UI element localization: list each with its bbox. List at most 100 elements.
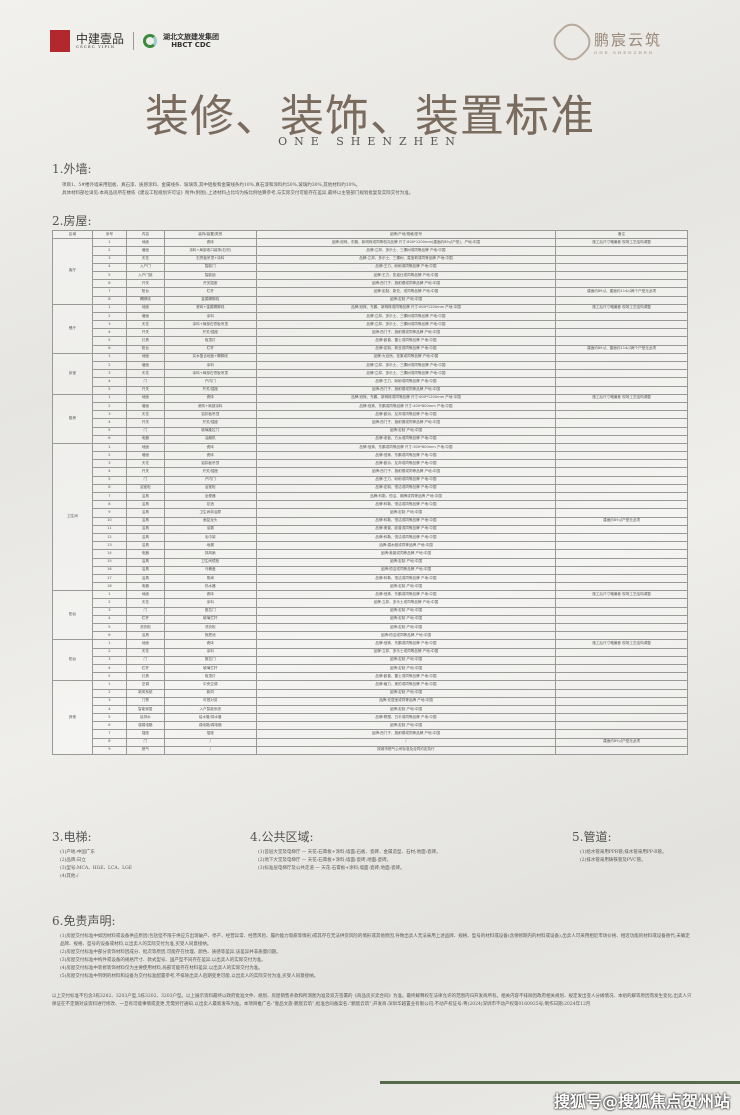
- table-row: 12 洁具 毛巾架 品牌:科勒、恒洁或同等品牌 产地:中国: [53, 532, 688, 543]
- table-cell: 6: [91, 631, 127, 641]
- table-cell: 品牌:奥普、欧普或同等品牌 产地:中国: [255, 524, 557, 534]
- table-cell: 5: [91, 622, 127, 633]
- table-row: 5 洗衣柜 洗衣柜 品牌:定制 产地:中国: [53, 622, 688, 633]
- table-cell: 品牌:王力、盼盼或同等品牌 产地:中国: [255, 377, 557, 387]
- table-cell: 涂料: [163, 311, 257, 322]
- section-exterior-wall: 1.外墙: 项目1、5#楼外墙采用铝板、真石漆、质感涂料、金属线条、玻璃等,其中…: [52, 160, 692, 198]
- table-cell: [555, 483, 688, 494]
- table-cell: 开关: [125, 467, 165, 477]
- table-cell: 可视对讲: [163, 696, 257, 706]
- table-cell: 3: [91, 320, 127, 330]
- table-row: 3 天花 涂料+局部石膏板吊顶 品牌:立邦、多乐士、三棵树或同等品牌 产地:中国: [53, 320, 688, 330]
- table-cell: 坐便器: [163, 491, 257, 502]
- table-cell: 品牌:西门子、施耐德或同等品牌 产地:中国: [255, 418, 557, 428]
- table-cell: 建面约89㎡、建面约114㎡两个户型无此项: [555, 344, 688, 354]
- list-item: (2)房屋交付标准中部分装饰材料因成分、批次等原因,可能存在纹理、颜色、质感等差…: [60, 950, 281, 955]
- table-cell: [555, 491, 688, 502]
- table-cell: 吸顶灯: [163, 336, 257, 346]
- table-cell: 洁具: [125, 541, 165, 551]
- table-cell: 瓷砖+局部涂料: [163, 401, 257, 412]
- table-cell: 品牌:立邦、多乐士、三棵树、嘉宝莉或同等品牌 产地:中国: [255, 254, 557, 264]
- table-cell: 18: [91, 582, 127, 592]
- table-cell: 插座: [125, 729, 165, 739]
- table-cell: 品牌:老板、方太或同等品牌 产地:中国: [255, 434, 557, 444]
- table-cell: 品牌:恒洁或同等品牌 产地:中国: [255, 631, 557, 641]
- table-cell: [555, 401, 688, 412]
- table-cell: 1: [91, 442, 127, 453]
- table-cell: 开关/插座: [163, 385, 257, 395]
- table-cell: [555, 565, 688, 575]
- table-cell: 品牌:冠珠、东鹏、新明珠或同等品牌 尺寸:800*1200mm 产地:中国: [255, 303, 557, 313]
- table-cell: 品牌:定制 产地:中国: [255, 508, 557, 518]
- table-cell: 6: [91, 721, 127, 731]
- table-row: 7 插座 插座 品牌:西门子、施耐德或同等品牌 产地:中国: [53, 729, 688, 739]
- column-header: 备注: [555, 229, 688, 240]
- table-cell: [555, 369, 688, 379]
- page-subtitle: ONE SHENZHEN: [278, 135, 462, 148]
- table-cell: 2: [91, 311, 127, 322]
- table-cell: 1: [91, 590, 127, 600]
- table-row: 餐厅 1 地面 瓷砖+金属踢脚线 品牌:冠珠、东鹏、新明珠或同等品牌 尺寸:800*12…: [52, 303, 688, 354]
- table-cell: 13: [91, 541, 127, 551]
- table-cell: 入户门锁: [125, 270, 165, 281]
- table-cell: 户内门: [163, 377, 257, 387]
- table-cell: [555, 254, 688, 264]
- table-cell: 品牌:奥普或同等品牌 产地:中国: [255, 549, 557, 559]
- table-cell: 2: [91, 647, 127, 657]
- table-cell: 建面约89㎡户型无此项: [555, 737, 688, 747]
- table-cell: 地面: [125, 442, 165, 453]
- table-cell: 门: [125, 426, 165, 436]
- table-cell: [555, 672, 688, 682]
- table-cell: 墙面: [125, 360, 165, 371]
- table-cell: 电器: [125, 434, 165, 444]
- table-cell: 燃气: [125, 745, 165, 756]
- table-cell: 品牌:西门子、施耐德或同等品牌 产地:中国: [255, 385, 557, 395]
- table-cell: 17: [91, 573, 127, 584]
- table-cell: 品牌:格力、美的或同等品牌 产地:中国: [255, 680, 557, 690]
- table-cell: 品牌:定制 产地:中国: [255, 704, 557, 715]
- table-cell: 地面: [125, 590, 165, 600]
- table-cell: 智能锁: [163, 270, 257, 281]
- table-cell: 灯具: [125, 672, 165, 682]
- table-cell: 品牌:定制、恒洁或同等品牌 产地:中国: [255, 483, 557, 494]
- table-cell: 石膏板吊顶+涂料: [163, 254, 257, 264]
- table-row: 客厅 1 地面 瓷砖 品牌:冠珠、东鹏、新明珠或同等档次品牌 尺寸:800*1200mm…: [52, 238, 688, 305]
- table-cell: 3: [91, 655, 127, 665]
- table-row: 5 门玻璃推拉门 品牌:定制 产地:中国: [53, 426, 688, 436]
- table-cell: [555, 377, 688, 387]
- table-cell: 油烟机: [163, 434, 257, 444]
- table-cell: 卫生间镜柜: [163, 557, 257, 567]
- table-cell: 涂料: [163, 647, 257, 657]
- table-cell: [555, 459, 688, 469]
- table-cell: 洁具: [125, 557, 165, 567]
- table-cell: 品牌:科勒、恒洁或同等品牌 产地:中国: [255, 516, 557, 526]
- table-row: 4 开关 开关/插座 品牌:西门子、施耐德或同等品牌 产地:中国: [53, 328, 688, 338]
- table-row: 9 燃气 / 按城市燃气公司标准及合同约定执行: [53, 745, 688, 756]
- section-heading: 2.房屋:: [52, 214, 92, 228]
- table-row: 卫生间 1 地面 瓷砖 品牌:冠珠、东鹏或同等品牌 尺寸:300*600mm 产地:中国: [52, 442, 688, 592]
- table-cell: 品牌:立邦、多乐士、三棵树或同等品牌 产地:中国: [255, 311, 557, 322]
- table-cell: 玻璃推拉门: [163, 426, 257, 436]
- table-cell: 地面: [125, 639, 165, 649]
- table-cell: 15: [91, 557, 127, 567]
- table-cell: [555, 270, 688, 281]
- table-row: 2 新风系统 新风 品牌:定制 产地:中国: [53, 688, 688, 698]
- table-cell: 品牌:西门子、施耐德或同等品牌 产地:中国: [255, 328, 557, 338]
- table-cell: 天花: [125, 647, 165, 657]
- column-header: 内容: [125, 229, 165, 240]
- table-cell: 门: [125, 655, 165, 665]
- project-logo-text: 鹏宸云筑: [594, 31, 663, 49]
- table-cell: 3: [91, 410, 127, 420]
- table-row: 厨房 1 地面 瓷砖 品牌:冠珠、东鹏、新明珠或同等品牌 尺寸:600*1200mm 产…: [52, 393, 688, 444]
- list-item: (1)房屋交付标准中如因材料或设备供应原因(包括但不限于供应方出现破产、停产、经…: [60, 934, 690, 947]
- table-cell: 入户门: [125, 262, 165, 272]
- table-row: 5 灯具 吸顶灯 品牌:欧普、雷士或同等品牌 产地:中国: [53, 336, 688, 346]
- table-row: 3 天花 石膏板吊顶+涂料 品牌:立邦、多乐士、三棵树、嘉宝莉或同等品牌 产地:中国: [53, 254, 688, 264]
- table-cell: 4: [91, 704, 127, 715]
- table-cell: 天花: [125, 320, 165, 330]
- table-cell: [555, 352, 688, 363]
- developer-logos: 中建壹品 CSCEC YIPIN 湖北文旅建发集团 HBCT CDC: [50, 30, 219, 52]
- table-cell: 瓷砖: [163, 393, 257, 403]
- table-cell: 洁具: [125, 631, 165, 641]
- table-cell: 3: [91, 459, 127, 469]
